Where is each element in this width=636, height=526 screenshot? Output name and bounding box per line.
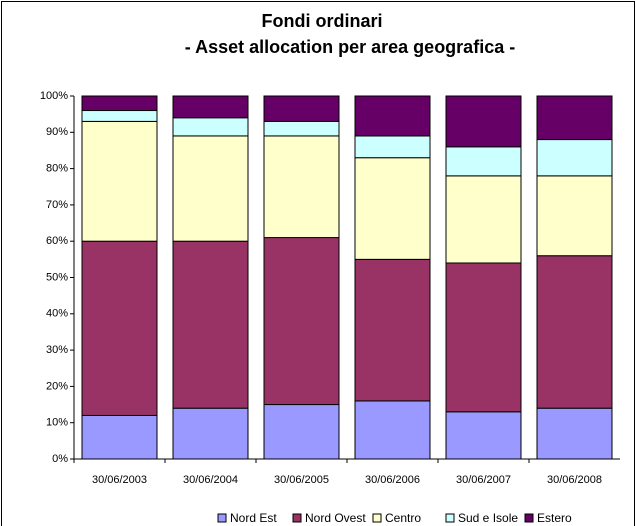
bar-segment: [354, 258, 431, 402]
legend-swatch: [292, 513, 302, 523]
bar-segment: [81, 240, 158, 416]
y-tick-label: 70%: [46, 199, 68, 211]
bar-segment: [536, 407, 613, 460]
bar-segment: [81, 95, 158, 112]
y-tick-label: 40%: [46, 308, 68, 320]
bar-segment: [263, 237, 340, 406]
y-tick-label: 0%: [52, 453, 68, 465]
y-tick-label: 30%: [46, 344, 68, 356]
y-tick-label: 10%: [46, 417, 68, 429]
bar-segment: [445, 146, 522, 177]
bar-segment: [81, 414, 158, 460]
legend-swatch: [445, 513, 455, 523]
bar-segment: [81, 110, 158, 122]
bar-segment: [445, 411, 522, 460]
bar-segment: [445, 95, 522, 148]
bar-segment: [172, 135, 249, 242]
bar-segment: [536, 255, 613, 409]
x-tick-label: 30/06/2004: [183, 474, 238, 486]
bar-segment: [536, 95, 613, 141]
legend-label: Estero: [537, 511, 572, 525]
legend-swatch: [372, 513, 382, 523]
chart-subtitle: - Asset allocation per area geografica -: [185, 37, 515, 57]
bar-segment: [536, 175, 613, 257]
bar-segment: [263, 95, 340, 122]
x-tick-label: 30/06/2007: [456, 474, 511, 486]
y-tick-label: 60%: [46, 235, 68, 247]
bar-segment: [354, 135, 431, 159]
bar-segment: [263, 120, 340, 137]
bar-segment: [263, 135, 340, 239]
x-tick-label: 30/06/2008: [547, 474, 602, 486]
bar-segment: [536, 139, 613, 177]
legend-label: Centro: [385, 511, 421, 525]
bar-segment: [354, 400, 431, 460]
legend-label: Sud e Isole: [458, 511, 518, 525]
bar-segment: [172, 407, 249, 460]
bar-segment: [445, 262, 522, 413]
legend-label: Nord Est: [230, 511, 277, 525]
y-tick-label: 90%: [46, 126, 68, 138]
bar-segment: [172, 95, 249, 119]
legend-swatch: [524, 513, 534, 523]
bar-segment: [81, 120, 158, 242]
legend-label: Nord Ovest: [305, 511, 366, 525]
bar-segment: [354, 157, 431, 260]
x-tick-label: 30/06/2006: [365, 474, 420, 486]
bar-segment: [445, 175, 522, 264]
y-tick-label: 50%: [46, 271, 68, 283]
x-tick-label: 30/06/2003: [92, 474, 147, 486]
bar-segment: [354, 95, 431, 137]
y-tick-label: 20%: [46, 380, 68, 392]
legend-swatch: [217, 513, 227, 523]
chart-title: Fondi ordinari: [262, 11, 383, 31]
bar-segment: [263, 404, 340, 460]
x-tick-label: 30/06/2005: [274, 474, 329, 486]
y-tick-label: 100%: [40, 90, 68, 102]
y-tick-label: 80%: [46, 163, 68, 175]
bar-segment: [172, 117, 249, 137]
bar-segment: [172, 240, 249, 409]
